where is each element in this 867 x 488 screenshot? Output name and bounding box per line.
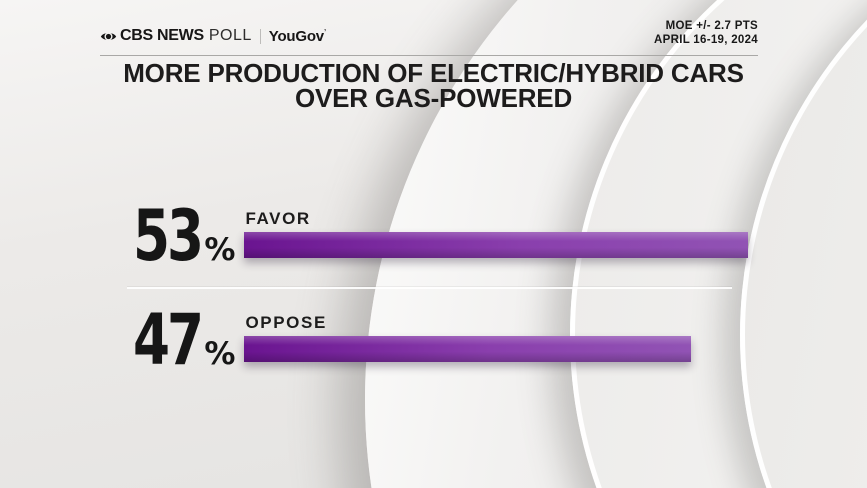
poll-wordmark: POLL xyxy=(208,27,252,44)
bar-label-favor: FAVOR xyxy=(245,208,311,228)
bar-oppose xyxy=(244,335,692,362)
brand-lockup: CBS NEWS POLL YouGov’ xyxy=(100,27,326,45)
cbs-news-wordmark: CBS NEWS xyxy=(120,27,204,44)
bar-row-favor: 53 % FAVOR xyxy=(133,201,749,271)
value-number-favor: 53 xyxy=(133,195,204,277)
value-favor: 53 % xyxy=(133,195,236,277)
header-rule xyxy=(100,55,758,56)
yougov-wordmark: YouGov’ xyxy=(268,27,326,45)
value-oppose: 47 % xyxy=(133,299,236,381)
bar-label-oppose: OPPOSE xyxy=(245,312,327,332)
percent-sign-favor: % xyxy=(204,232,236,269)
value-number-oppose: 47 xyxy=(133,299,204,381)
poll-meta: MOE +/- 2.7 PTS APRIL 16-19, 2024 xyxy=(654,20,758,47)
margin-of-error-text: MOE +/- 2.7 PTS xyxy=(665,20,758,32)
bar-column-favor: FAVOR xyxy=(244,208,749,258)
brand-separator xyxy=(259,28,261,44)
header: CBS NEWS POLL YouGov’ MOE +/- 2.7 PTS AP… xyxy=(100,20,758,47)
yougov-trademark: ’ xyxy=(323,27,326,37)
bar-favor xyxy=(244,231,749,258)
chart-title: MORE PRODUCTION OF ELECTRIC/HYBRID CARS … xyxy=(0,58,867,113)
cbs-eye-icon xyxy=(100,31,117,41)
percent-sign-oppose: % xyxy=(204,336,236,373)
poll-date-text: APRIL 16-19, 2024 xyxy=(654,33,758,46)
row-divider xyxy=(127,287,732,289)
chart-title-line1: MORE PRODUCTION OF ELECTRIC/HYBRID CARS xyxy=(123,58,744,88)
bar-row-oppose: 47 % OPPOSE xyxy=(133,305,692,375)
bar-column-oppose: OPPOSE xyxy=(244,312,692,362)
chart-title-line2: OVER GAS-POWERED xyxy=(294,83,573,113)
